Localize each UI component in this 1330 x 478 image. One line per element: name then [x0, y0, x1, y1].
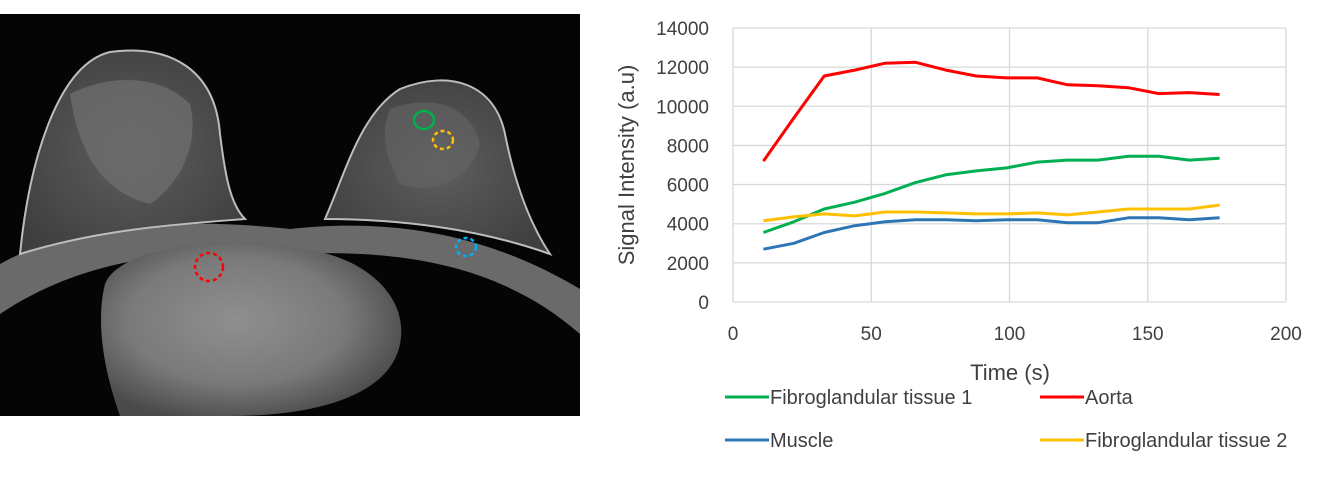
x-tick-label: 150 [1132, 324, 1164, 345]
y-tick-label: 12000 [656, 58, 709, 79]
chart-legend: Fibroglandular tissue 1 Aorta Muscle Fibrog… [725, 387, 1287, 452]
y-tick-label: 10000 [656, 97, 709, 118]
chest-wall [0, 223, 580, 334]
legend-label: Muscle [770, 430, 833, 452]
x-tick-label: 50 [861, 324, 882, 345]
x-tick-label: 100 [994, 324, 1026, 345]
roi-marker-red [193, 251, 225, 283]
series-lines [762, 60, 1220, 251]
signal-intensity-chart: 0 2000 4000 6000 8000 10000 12000 14000 0 50 100 1… [614, 19, 1302, 452]
series-line-fibroglandular-tissue-1 [762, 154, 1220, 234]
mri-breast-image [0, 14, 580, 416]
y-tick-label: 4000 [667, 215, 709, 236]
series-line-fibroglandular-tissue-2 [763, 203, 1220, 223]
series-line-aorta [762, 60, 1220, 162]
legend-label: Fibroglandular tissue 2 [1085, 430, 1287, 452]
roi-marker-green [412, 109, 436, 131]
roi-marker-cyan [454, 236, 478, 258]
y-tick-label: 14000 [656, 19, 709, 40]
chart-grid [732, 27, 1287, 303]
heart-region [100, 242, 402, 416]
x-axis-title: Time (s) [970, 360, 1050, 385]
y-tick-label: 2000 [667, 254, 709, 275]
y-tick-label: 8000 [667, 136, 709, 157]
roi-marker-yellow [431, 129, 455, 151]
y-tick-label: 0 [698, 293, 709, 314]
legend-label: Fibroglandular tissue 1 [770, 387, 972, 409]
x-tick-label: 200 [1270, 324, 1302, 345]
x-tick-label: 0 [728, 324, 739, 345]
y-tick-labels: 0 2000 4000 6000 8000 10000 12000 14000 [656, 19, 709, 314]
x-tick-labels: 0 50 100 150 200 [728, 324, 1302, 345]
y-axis-title: Signal Intensity (a.u) [614, 65, 639, 266]
legend-label: Aorta [1085, 387, 1134, 409]
y-tick-label: 6000 [667, 176, 709, 197]
series-line-muscle [763, 216, 1220, 251]
